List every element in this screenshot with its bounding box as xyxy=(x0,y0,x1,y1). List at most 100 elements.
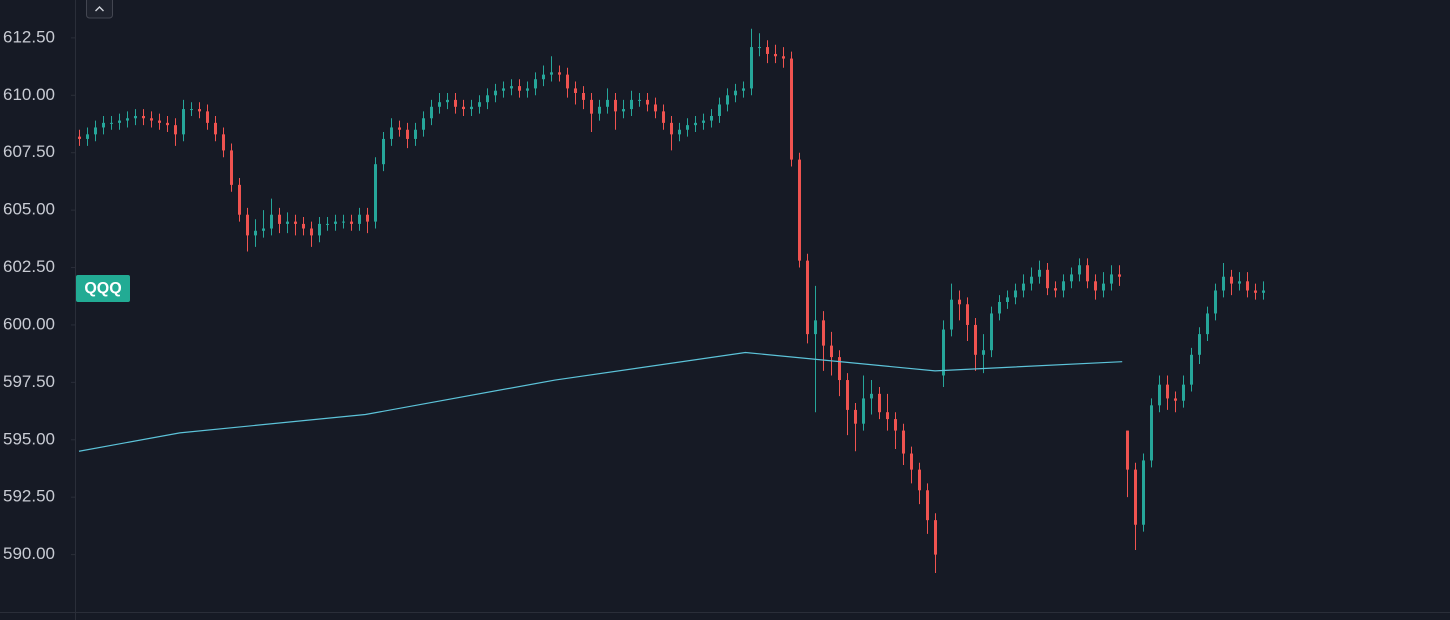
y-tick-label: 592.50 xyxy=(3,487,55,506)
candle-body xyxy=(550,72,553,75)
candle-body xyxy=(494,90,497,96)
candle-body xyxy=(1182,384,1185,401)
candle-body xyxy=(262,228,265,231)
candle-body xyxy=(622,109,625,112)
candle-body xyxy=(710,115,713,121)
candle-body xyxy=(1246,281,1249,291)
candle-body xyxy=(430,106,433,119)
candle-body xyxy=(198,109,201,112)
candle-body xyxy=(1158,384,1161,406)
candle-body xyxy=(950,299,953,330)
candle-body xyxy=(702,120,705,123)
y-tick-label: 597.50 xyxy=(3,372,55,391)
candle-body xyxy=(566,74,569,89)
candle-body xyxy=(1214,290,1217,314)
candle-body xyxy=(358,214,361,224)
candle-body xyxy=(718,104,721,116)
candle-body xyxy=(806,260,809,335)
candle-body xyxy=(390,127,393,139)
collapse-icon[interactable] xyxy=(95,6,104,12)
candle-body xyxy=(1046,269,1049,289)
candle-body xyxy=(982,350,985,355)
candle-body xyxy=(958,299,961,305)
candle-body xyxy=(1262,290,1265,293)
collapse-button-frame[interactable] xyxy=(86,0,113,19)
candle-body xyxy=(830,345,833,358)
candle-body xyxy=(998,301,1001,314)
y-tick-label: 600.00 xyxy=(3,314,55,333)
candle-body xyxy=(246,214,249,236)
candle-body xyxy=(966,304,969,325)
candle-body xyxy=(486,95,489,103)
candle-body xyxy=(934,520,937,555)
symbol-badge xyxy=(76,275,130,302)
candle-body xyxy=(1038,269,1041,277)
candle-body xyxy=(86,134,89,139)
candle-body xyxy=(150,118,153,121)
candle-body xyxy=(422,118,425,130)
candle-body xyxy=(606,99,609,107)
candle-body xyxy=(974,324,977,355)
candle-body xyxy=(1150,405,1153,461)
candle-body xyxy=(1166,384,1169,399)
candle-body xyxy=(926,490,929,521)
candle-body xyxy=(230,150,233,185)
candle-body xyxy=(854,409,857,424)
candle-body xyxy=(822,320,825,346)
candle-body xyxy=(286,221,289,224)
candle-body xyxy=(582,93,585,100)
plot xyxy=(78,28,1265,573)
y-tick-label: 607.50 xyxy=(3,142,55,161)
candle-body xyxy=(902,430,905,454)
candle-body xyxy=(678,129,681,135)
candle-body xyxy=(302,223,305,229)
candle-body xyxy=(502,88,505,91)
candle-body xyxy=(1102,283,1105,291)
candle-body xyxy=(646,99,649,105)
candle-body xyxy=(182,109,185,135)
candle-body xyxy=(886,412,889,420)
candle-body xyxy=(766,47,769,54)
candle-body xyxy=(1126,430,1129,470)
candle-body xyxy=(334,221,337,224)
candle-body xyxy=(590,99,593,114)
candle-body xyxy=(1222,276,1225,291)
candle-body xyxy=(1142,460,1145,525)
candle-body xyxy=(174,125,177,135)
candle-body xyxy=(798,159,801,261)
candle-body xyxy=(654,104,657,112)
candle-body xyxy=(326,223,329,225)
candle-body xyxy=(1206,313,1209,335)
candle-body xyxy=(366,214,369,222)
candle-body xyxy=(670,122,673,135)
collapse-button[interactable] xyxy=(86,0,113,19)
candle-body xyxy=(1006,297,1009,302)
candle-body xyxy=(1110,274,1113,284)
candle-body xyxy=(518,86,521,91)
candle-body xyxy=(862,398,865,424)
candle-body xyxy=(374,164,377,222)
candle-body xyxy=(1022,283,1025,291)
candle-body xyxy=(910,453,913,470)
candle-body xyxy=(270,214,273,229)
symbol-label: QQQ xyxy=(84,280,121,297)
candle-body xyxy=(1198,334,1201,355)
candle-body xyxy=(526,88,529,91)
candle-body xyxy=(1174,398,1177,401)
candle-body xyxy=(918,469,921,491)
candle-body xyxy=(190,109,193,111)
candle-body xyxy=(662,111,665,123)
candle-body xyxy=(1078,265,1081,275)
candle-body xyxy=(790,58,793,160)
candle-body xyxy=(462,106,465,110)
candle-body xyxy=(382,138,385,165)
moving-average xyxy=(78,351,1123,452)
y-tick-label: 595.00 xyxy=(3,429,55,448)
candle-body xyxy=(558,72,561,75)
candle-body xyxy=(438,102,441,107)
candle-body xyxy=(318,223,321,236)
y-tick-label: 612.50 xyxy=(3,27,55,46)
candle-body xyxy=(310,228,313,236)
